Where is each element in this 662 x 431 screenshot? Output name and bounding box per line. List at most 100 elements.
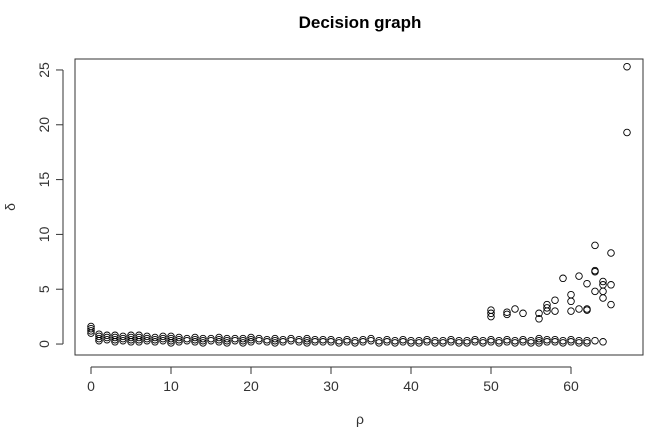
data-point	[351, 336, 359, 345]
data-point	[591, 267, 599, 276]
data-point	[391, 336, 399, 345]
data-point	[207, 334, 215, 343]
data-point	[287, 336, 295, 345]
data-point	[231, 334, 239, 343]
data-point	[135, 338, 143, 346]
data-point	[543, 304, 551, 312]
y-tick-label: 5	[36, 285, 52, 293]
x-tick-label: 10	[163, 378, 179, 394]
data-point	[495, 336, 503, 345]
y-tick-label: 10	[36, 226, 52, 242]
data-point	[143, 336, 151, 345]
data-point	[551, 296, 559, 304]
data-point	[463, 336, 471, 345]
data-point	[503, 310, 511, 319]
data-point	[375, 336, 383, 345]
data-point	[167, 336, 175, 345]
data-point	[151, 333, 159, 342]
data-point	[127, 335, 135, 344]
data-point	[479, 339, 487, 347]
data-point	[199, 334, 207, 343]
data-point	[103, 335, 111, 344]
data-point	[287, 334, 295, 343]
data-point	[431, 339, 439, 347]
data-point	[455, 339, 463, 347]
data-point	[175, 333, 183, 342]
data-point	[343, 338, 351, 346]
data-point	[207, 336, 215, 345]
data-point	[239, 339, 247, 347]
data-point	[519, 335, 527, 344]
data-point	[383, 338, 391, 346]
data-point	[439, 339, 447, 347]
data-point	[495, 339, 503, 347]
data-point	[503, 338, 511, 346]
data-point	[423, 335, 431, 344]
data-point	[551, 307, 559, 315]
data-point	[319, 335, 327, 344]
data-point	[623, 128, 631, 137]
data-point	[407, 339, 415, 347]
data-point	[543, 338, 551, 346]
data-point	[503, 335, 511, 344]
data-point	[87, 324, 95, 333]
data-point	[159, 336, 167, 345]
chart-title: Decision graph	[299, 13, 422, 32]
data-point	[439, 336, 447, 345]
data-point	[479, 336, 487, 345]
data-point	[359, 338, 367, 346]
data-point	[527, 336, 535, 345]
data-point	[367, 334, 375, 343]
data-point	[327, 338, 335, 346]
data-point	[87, 329, 95, 337]
x-tick-label: 50	[483, 378, 499, 394]
data-point	[103, 331, 111, 340]
data-point	[103, 333, 111, 342]
data-point	[583, 336, 591, 345]
data-point	[447, 335, 455, 344]
data-point	[583, 306, 591, 314]
data-point	[535, 309, 543, 318]
data-point	[535, 339, 543, 347]
data-point	[575, 305, 583, 313]
data-point	[215, 333, 223, 342]
data-point	[319, 338, 327, 346]
data-point	[551, 338, 559, 346]
data-point	[535, 334, 543, 343]
data-point	[343, 335, 351, 344]
data-point	[367, 336, 375, 345]
data-point	[303, 339, 311, 347]
data-point	[271, 336, 279, 345]
x-tick-label: 30	[323, 378, 339, 394]
data-point	[223, 336, 231, 345]
data-point	[575, 336, 583, 345]
data-point	[335, 339, 343, 347]
data-point	[119, 336, 127, 345]
data-point	[263, 338, 271, 346]
data-point	[327, 335, 335, 344]
data-point	[591, 336, 599, 345]
data-point	[255, 336, 263, 345]
data-point	[503, 308, 511, 316]
y-axis: 0 5 10 15 20 25	[36, 62, 64, 348]
x-axis-label: ρ	[356, 411, 364, 427]
data-point	[487, 312, 495, 321]
data-point	[447, 338, 455, 346]
data-point	[95, 332, 103, 341]
data-point	[111, 338, 119, 346]
y-axis-label: δ	[2, 203, 18, 211]
data-point	[127, 333, 135, 342]
data-point	[87, 327, 95, 335]
data-point	[167, 339, 175, 347]
data-point	[111, 335, 119, 344]
data-point	[551, 335, 559, 344]
data-point	[351, 339, 359, 347]
data-point	[303, 336, 311, 345]
data-point	[583, 339, 591, 347]
data-point	[223, 334, 231, 343]
data-point	[151, 338, 159, 346]
data-point	[303, 334, 311, 343]
data-point	[135, 333, 143, 342]
data-point	[143, 334, 151, 343]
